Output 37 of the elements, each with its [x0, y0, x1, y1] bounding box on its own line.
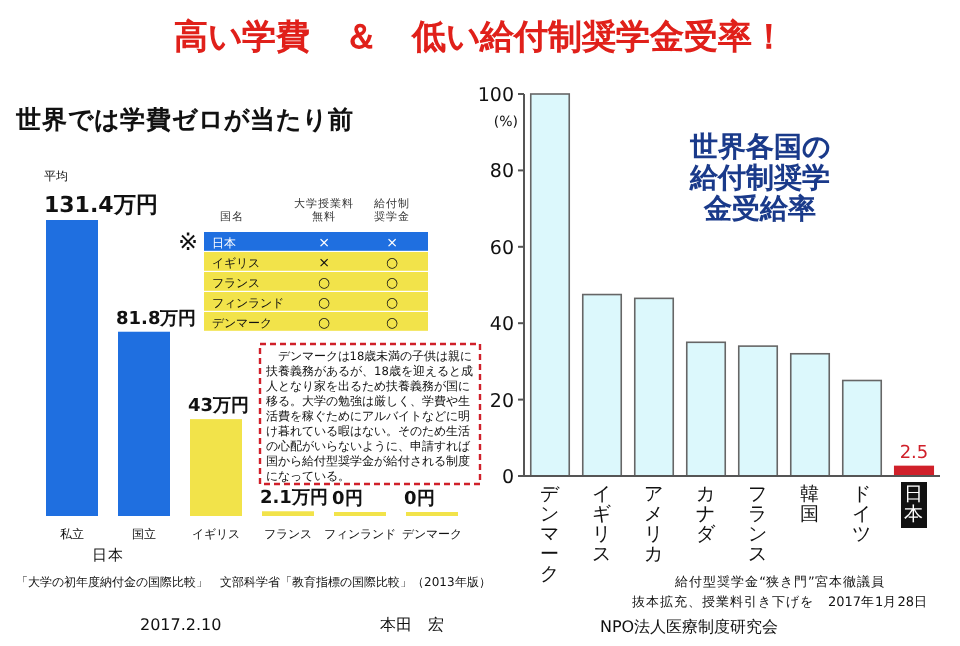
y-tick-label: 100 [477, 85, 514, 107]
y-tick-label: 20 [489, 390, 514, 413]
bar [841, 379, 883, 477]
x-tick-label: ドイツ [852, 484, 872, 546]
bar [789, 352, 831, 477]
bar [118, 331, 170, 516]
y-tick-label: 0 [501, 467, 514, 489]
y-tick-label: 60 [489, 237, 514, 260]
x-tick-label: デンマーク [540, 484, 562, 586]
text: 本田 宏 [380, 616, 444, 634]
x-tick-label: アメリカ [644, 484, 664, 566]
y-tick-label: 40 [489, 314, 514, 337]
bar [737, 345, 779, 477]
chart-title: 高い学費 ＆ 低い給付制奨学金受率！ [174, 18, 786, 58]
data-label: 2.5 [899, 444, 929, 465]
bar [190, 419, 242, 516]
text: 世界各国の給付制奨学金受給率 [688, 132, 830, 226]
data-label: 81.8万円 [116, 307, 197, 330]
data-label: 0円 [332, 488, 363, 510]
x-tick-label: イギリス [592, 484, 612, 566]
text: 2017.2.10 [140, 616, 222, 634]
data-label: 43万円 [188, 395, 250, 418]
bar [685, 341, 727, 477]
x-tick-label: 韓国 [800, 482, 820, 526]
x-tick-label: カナダ [696, 484, 718, 546]
data-label: 0円 [404, 488, 435, 510]
bar [46, 220, 98, 516]
text: NPO法人医療制度研究会 [600, 618, 779, 636]
bar [581, 293, 623, 477]
annotation: ※ [178, 228, 199, 256]
bar [529, 93, 571, 477]
data-label: 2.1万円 [260, 487, 328, 510]
data-label: 131.4万円 [44, 192, 158, 218]
y-tick-label: 80 [489, 161, 514, 184]
bar [633, 297, 675, 477]
x-tick-label: フランス [748, 484, 768, 566]
chart-subtitle: 世界では学費ゼロが当たり前 [14, 104, 354, 134]
